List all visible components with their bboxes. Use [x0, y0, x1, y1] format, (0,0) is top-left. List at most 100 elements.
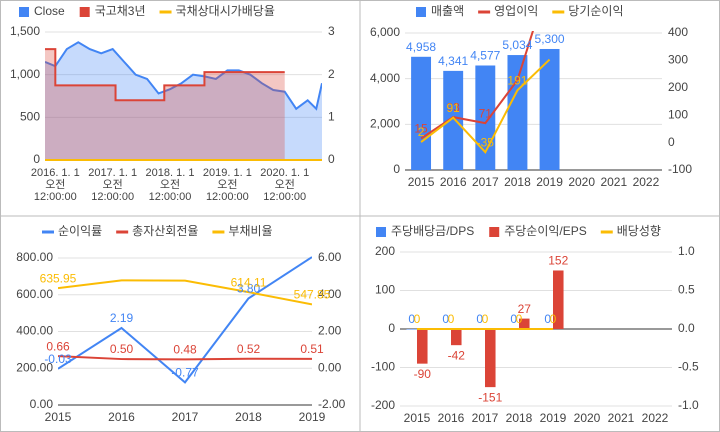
- legend-label: 국채상대시가배당율: [176, 4, 275, 18]
- data-label: 5,034: [502, 38, 532, 52]
- x-tick-label: 2016: [440, 175, 467, 189]
- y-tick-label: 1,000: [10, 67, 40, 81]
- data-label: 4,958: [406, 40, 436, 54]
- data-label: -35: [477, 135, 495, 149]
- y-tick-label: -200: [371, 398, 395, 412]
- legend-label: 당기순이익: [568, 4, 623, 18]
- data-label: 91: [447, 101, 461, 115]
- y-tick-label: 1,500: [10, 24, 40, 38]
- line: [58, 355, 312, 361]
- x-tick-label: 2015: [408, 175, 435, 189]
- area-line: [45, 48, 285, 102]
- y-tick-label: 2,000: [370, 117, 400, 131]
- legend-icon: [79, 7, 90, 17]
- y2-tick-label: 400: [668, 25, 688, 39]
- y-tick-label: 0.00: [30, 397, 54, 411]
- y2-tick-label: 2: [328, 67, 335, 81]
- bar: [451, 329, 462, 346]
- data-label: 0: [516, 312, 523, 326]
- y-tick-label: 800.00: [16, 250, 53, 264]
- data-label: 0: [442, 312, 449, 326]
- data-label: 15: [414, 122, 428, 136]
- legend-label: 영업이익: [494, 4, 538, 18]
- legend-label: 매출액: [431, 4, 464, 18]
- y2-tick-label: -0.5: [678, 360, 699, 374]
- bar: [507, 55, 528, 170]
- x-tick-label: 2017. 1. 1 오전 12:00:00: [88, 167, 138, 203]
- data-label: 0.48: [173, 343, 197, 357]
- line: [420, 58, 551, 154]
- x-tick-label: 2016: [438, 411, 465, 425]
- x-tick-label: 2019: [540, 411, 567, 425]
- data-label: 3.80: [237, 282, 261, 296]
- x-tick-label: 2018: [506, 411, 533, 425]
- data-label: 0.66: [46, 339, 70, 353]
- plot: [406, 270, 564, 388]
- y2-tick-label: 6.00: [318, 250, 342, 264]
- data-label: 0.51: [300, 342, 324, 356]
- y2-tick-label: 1: [328, 110, 335, 124]
- data-label: 0: [510, 312, 517, 326]
- x-tick-label: 2018. 1. 1 오전 12:00:00: [145, 167, 195, 203]
- y2-tick-label: -100: [668, 162, 692, 176]
- plot: [411, 31, 560, 171]
- data-label: -90: [414, 367, 432, 381]
- area-line: [45, 41, 322, 111]
- y-tick-label: 400.00: [16, 324, 53, 338]
- data-label: -42: [448, 348, 466, 362]
- x-tick-label: 2020: [574, 411, 601, 425]
- y-tick-label: -100: [371, 360, 395, 374]
- y2-tick-label: -1.0: [678, 398, 699, 412]
- y2-tick-label: -2.00: [318, 397, 346, 411]
- x-tick-label: 2017: [472, 411, 499, 425]
- x-tick-label: 2020: [568, 175, 595, 189]
- data-label: 0.50: [110, 342, 134, 356]
- bar: [443, 70, 464, 170]
- legend-label: 주당배당금/DPS: [391, 224, 474, 238]
- y2-tick-label: 0.00: [318, 360, 342, 374]
- y-tick-label: 0: [33, 152, 40, 166]
- y-tick-label: 0: [388, 321, 395, 335]
- bar: [411, 56, 432, 171]
- legend-label: Close: [34, 4, 65, 18]
- x-tick-label: 2018: [235, 410, 262, 424]
- x-tick-label: 2021: [608, 411, 635, 425]
- y2-tick-label: 0.0: [678, 321, 695, 335]
- y2-tick-label: 3: [328, 24, 335, 38]
- plot: [45, 41, 322, 161]
- bar: [553, 270, 564, 329]
- data-label: 191: [507, 73, 527, 87]
- y-tick-label: 0: [393, 162, 400, 176]
- legend-icon: [376, 227, 386, 237]
- data-label: 0: [550, 312, 557, 326]
- line: [58, 279, 312, 306]
- data-label: 4,341: [438, 54, 468, 68]
- x-tick-label: 2016: [108, 410, 135, 424]
- data-label: 0: [482, 312, 489, 326]
- y2-tick-label: 200: [668, 80, 688, 94]
- data-label: 0: [476, 312, 483, 326]
- y2-tick-label: 0: [328, 152, 335, 166]
- y-tick-label: 6,000: [370, 25, 400, 39]
- data-label: 635.95: [40, 271, 77, 285]
- data-label: 152: [548, 254, 568, 268]
- area-fill: [45, 42, 322, 160]
- y-tick-label: 500: [20, 110, 40, 124]
- x-tick-label: 2015: [45, 410, 72, 424]
- x-tick-label: 2018: [504, 175, 531, 189]
- bar: [485, 329, 496, 388]
- y-tick-label: 4,000: [370, 71, 400, 85]
- x-tick-label: 2015: [404, 411, 431, 425]
- bar: [539, 48, 560, 170]
- data-label: -0.03: [44, 352, 72, 366]
- x-tick-label: 2019: [536, 175, 563, 189]
- legend-icon: [416, 7, 426, 17]
- y2-tick-label: 1.0: [678, 244, 695, 258]
- data-label: 93: [447, 100, 461, 114]
- y2-tick-label: 100: [668, 107, 688, 121]
- bar: [406, 329, 417, 330]
- x-tick-label: 2017: [172, 410, 199, 424]
- x-tick-label: 2022: [633, 175, 660, 189]
- legend-label: 국고채3년: [95, 4, 146, 18]
